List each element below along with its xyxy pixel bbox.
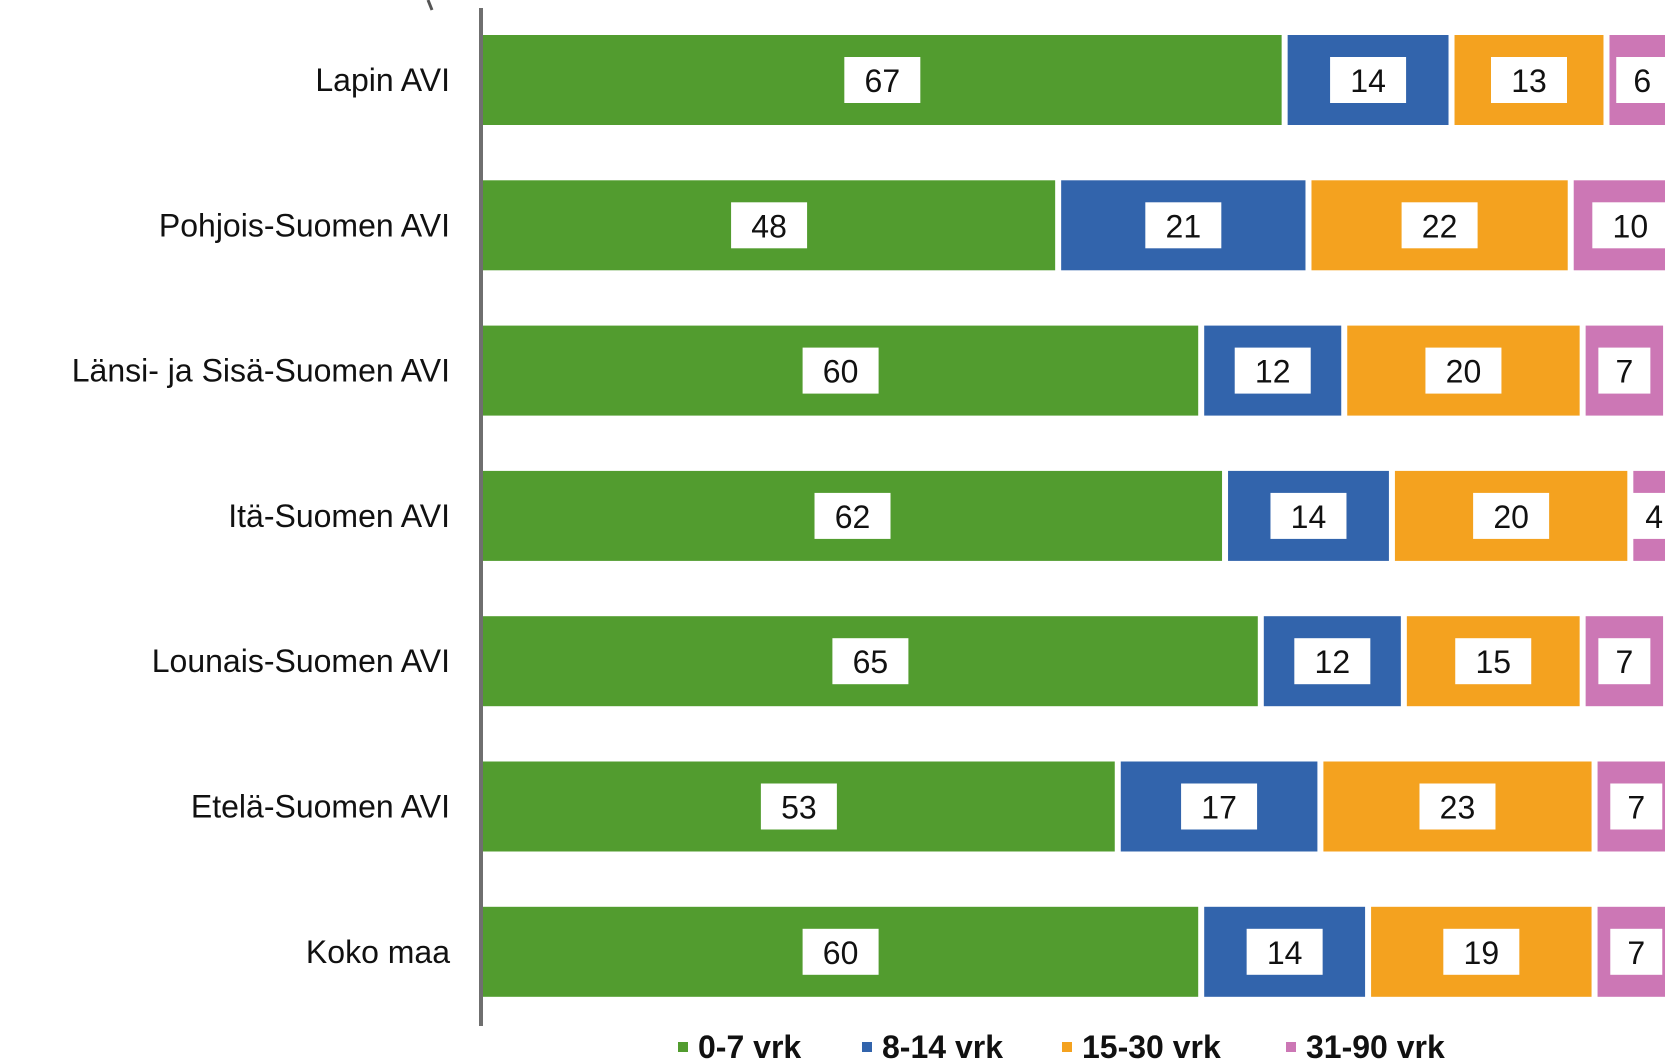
value-label-box-ita-suomen-avi-31-90-vrk	[1628, 492, 1665, 539]
value-label-box-koko-maa-31-90-vrk	[1610, 928, 1663, 975]
value-label-pohjois-suomen-avi-15-30-vrk: 22	[1422, 208, 1458, 244]
value-label-lapin-avi-8-14-vrk: 14	[1350, 63, 1386, 99]
category-labels-layer: Lapin AVI Pohjois-Suomen AVI Länsi- ja Sis…	[72, 62, 450, 970]
value-label-pohjois-suomen-avi-8-14-vrk: 21	[1166, 208, 1202, 244]
value-label-box-koko-maa-15-30-vrk	[1443, 928, 1520, 975]
value-label-ita-suomen-avi-31-90-vrk: 4	[1645, 499, 1663, 535]
category-label-lapin-avi: Lapin AVI	[315, 62, 450, 98]
value-label-box-lansi-ja-sisa-suomen-avi-15-30-vrk	[1425, 347, 1502, 394]
value-label-ita-suomen-avi-15-30-vrk: 20	[1493, 499, 1529, 535]
category-label-pohjois-suomen-avi: Pohjois-Suomen AVI	[159, 207, 450, 243]
value-label-box-lapin-avi-31-90-vrk	[1616, 57, 1665, 103]
value-label-box-lounais-suomen-avi-0-7-vrk	[832, 638, 909, 685]
value-label-box-etela-suomen-avi-15-30-vrk	[1419, 783, 1496, 830]
value-label-box-ita-suomen-avi-8-14-vrk	[1270, 492, 1347, 539]
category-label-lounais-suomen-avi: Lounais-Suomen AVI	[152, 643, 450, 679]
value-label-box-ita-suomen-avi-0-7-vrk	[814, 492, 891, 539]
bars-layer: 67 14 13 6 48 21 22 10 60 12 20 7 62 14 20 4 65 12 15 7 53 17…	[483, 35, 1665, 997]
value-label-lounais-suomen-avi-8-14-vrk: 12	[1315, 644, 1351, 680]
value-label-box-lapin-avi-0-7-vrk	[844, 57, 921, 103]
value-label-box-lounais-suomen-avi-8-14-vrk	[1294, 638, 1371, 685]
value-label-lapin-avi-31-90-vrk: 6	[1633, 63, 1651, 99]
value-label-box-pohjois-suomen-avi-15-30-vrk	[1401, 202, 1478, 249]
value-label-box-etela-suomen-avi-8-14-vrk	[1181, 783, 1258, 830]
category-label-etela-suomen-avi: Etelä-Suomen AVI	[191, 789, 450, 825]
value-label-box-ita-suomen-avi-15-30-vrk	[1473, 492, 1550, 539]
legend-label-31-90-vrk: 31-90 vrk	[1306, 1029, 1445, 1064]
value-label-koko-maa-0-7-vrk: 60	[823, 935, 859, 971]
value-label-box-lounais-suomen-avi-31-90-vrk	[1598, 638, 1651, 685]
value-label-koko-maa-8-14-vrk: 14	[1267, 935, 1303, 971]
value-label-pohjois-suomen-avi-31-90-vrk: 10	[1613, 208, 1649, 244]
legend-swatch-0-7-vrk	[678, 1042, 688, 1052]
value-label-lounais-suomen-avi-31-90-vrk: 7	[1615, 644, 1633, 680]
value-label-box-etela-suomen-avi-0-7-vrk	[760, 783, 837, 830]
value-label-box-lansi-ja-sisa-suomen-avi-0-7-vrk	[802, 347, 879, 394]
value-label-box-pohjois-suomen-avi-31-90-vrk	[1592, 202, 1665, 249]
value-label-box-lansi-ja-sisa-suomen-avi-8-14-vrk	[1234, 347, 1311, 394]
value-label-koko-maa-31-90-vrk: 7	[1627, 935, 1645, 971]
value-label-pohjois-suomen-avi-0-7-vrk: 48	[751, 208, 787, 244]
value-label-box-koko-maa-8-14-vrk	[1246, 928, 1323, 975]
value-label-box-koko-maa-0-7-vrk	[802, 928, 879, 975]
category-label-koko-maa: Koko maa	[306, 934, 450, 970]
value-label-box-lansi-ja-sisa-suomen-avi-31-90-vrk	[1598, 347, 1651, 394]
value-label-lapin-avi-0-7-vrk: 67	[865, 63, 901, 99]
legend-label-0-7-vrk: 0-7 vrk	[698, 1029, 801, 1064]
value-label-lapin-avi-15-30-vrk: 13	[1511, 63, 1547, 99]
value-label-box-pohjois-suomen-avi-0-7-vrk	[731, 202, 808, 249]
legend-swatch-15-30-vrk	[1062, 1042, 1072, 1052]
value-label-box-lapin-avi-15-30-vrk	[1491, 57, 1567, 103]
value-label-koko-maa-15-30-vrk: 19	[1464, 935, 1500, 971]
value-label-etela-suomen-avi-8-14-vrk: 17	[1201, 790, 1237, 826]
value-label-lansi-ja-sisa-suomen-avi-0-7-vrk: 60	[823, 354, 859, 390]
value-label-lounais-suomen-avi-15-30-vrk: 15	[1475, 644, 1511, 680]
value-label-box-etela-suomen-avi-31-90-vrk	[1610, 783, 1663, 830]
legend-label-15-30-vrk: 15-30 vrk	[1082, 1029, 1221, 1064]
value-label-ita-suomen-avi-0-7-vrk: 62	[835, 499, 871, 535]
value-label-lansi-ja-sisa-suomen-avi-15-30-vrk: 20	[1446, 354, 1482, 390]
legend-swatch-31-90-vrk	[1286, 1042, 1296, 1052]
value-label-box-lapin-avi-8-14-vrk	[1330, 57, 1407, 103]
value-label-lansi-ja-sisa-suomen-avi-31-90-vrk: 7	[1615, 354, 1633, 390]
value-label-box-lounais-suomen-avi-15-30-vrk	[1455, 638, 1532, 685]
value-label-lansi-ja-sisa-suomen-avi-8-14-vrk: 12	[1255, 354, 1291, 390]
value-label-box-pohjois-suomen-avi-8-14-vrk	[1145, 202, 1222, 249]
category-label-ita-suomen-avi: Itä-Suomen AVI	[228, 498, 450, 534]
legend-swatch-8-14-vrk	[862, 1042, 872, 1052]
legend: 0-7 vrk 8-14 vrk 15-30 vrk 31-90 vrk	[678, 1029, 1445, 1064]
category-label-lansi-ja-sisa-suomen-avi: Länsi- ja Sisä-Suomen AVI	[72, 353, 450, 389]
value-label-etela-suomen-avi-0-7-vrk: 53	[781, 790, 817, 826]
value-label-ita-suomen-avi-8-14-vrk: 14	[1291, 499, 1327, 535]
legend-label-8-14-vrk: 8-14 vrk	[882, 1029, 1003, 1064]
value-label-lounais-suomen-avi-0-7-vrk: 65	[853, 644, 889, 680]
cropped-decoration	[426, 0, 434, 11]
value-label-etela-suomen-avi-15-30-vrk: 23	[1440, 790, 1476, 826]
value-label-etela-suomen-avi-31-90-vrk: 7	[1627, 790, 1645, 826]
